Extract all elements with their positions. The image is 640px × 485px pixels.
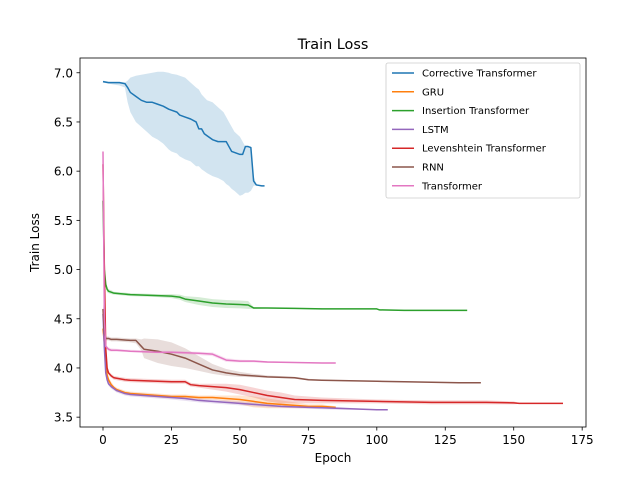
chart-title: Train Loss (297, 37, 369, 53)
legend: Corrective Transformer GRU Insertion Trans… (385, 62, 581, 199)
legend-frame (385, 62, 581, 199)
x-tick-label: 0 (99, 433, 107, 447)
x-tick-label: 125 (434, 433, 457, 447)
legend-label-gru: GRU (422, 87, 444, 98)
band-levenshtein-transformer (103, 151, 563, 405)
series-line-insertion-transformer (102, 200, 468, 312)
legend-label-lstm: LSTM (422, 125, 449, 136)
y-tick-label: 5.5 (54, 214, 73, 228)
legend-label-transformer: Transformer (421, 181, 483, 192)
series-lines (102, 80, 563, 411)
x-axis-ticks: 0 25 50 75 100 125 150 175 (99, 427, 594, 447)
legend-label-levenshtein-transformer: Levenshtein Transformer (422, 144, 547, 155)
y-tick-label: 7.0 (54, 66, 73, 80)
legend-label-insertion-transformer: Insertion Transformer (422, 106, 530, 117)
band-corrective-transformer (103, 71, 265, 196)
y-tick-label: 3.5 (54, 411, 73, 425)
x-tick-label: 75 (301, 433, 316, 447)
legend-label-rnn: RNN (422, 163, 444, 174)
y-tick-label: 5.0 (54, 263, 73, 277)
axes-frame (79, 57, 587, 428)
y-axis-label: Train Loss (28, 213, 42, 273)
x-tick-label: 25 (164, 433, 179, 447)
x-axis-label: Epoch (315, 451, 352, 465)
y-tick-label: 6.5 (54, 115, 73, 129)
x-tick-label: 175 (571, 433, 594, 447)
x-tick-label: 100 (365, 433, 388, 447)
y-axis-ticks: 3.5 4.0 4.5 5.0 5.5 6.0 6.5 7.0 (54, 66, 80, 425)
series-line-gru (102, 328, 336, 409)
series-line-rnn (102, 308, 481, 384)
series-line-lstm (102, 313, 388, 411)
series-line-corrective-transformer (102, 80, 265, 187)
x-tick-label: 50 (232, 433, 247, 447)
series-line-levenshtein-transformer (102, 164, 563, 405)
y-tick-label: 4.5 (54, 312, 73, 326)
series-line-transformer (102, 151, 336, 364)
legend-label-corrective-transformer: Corrective Transformer (422, 69, 537, 80)
y-tick-label: 6.0 (54, 165, 73, 179)
x-tick-label: 150 (502, 433, 525, 447)
y-tick-label: 4.0 (54, 361, 73, 375)
